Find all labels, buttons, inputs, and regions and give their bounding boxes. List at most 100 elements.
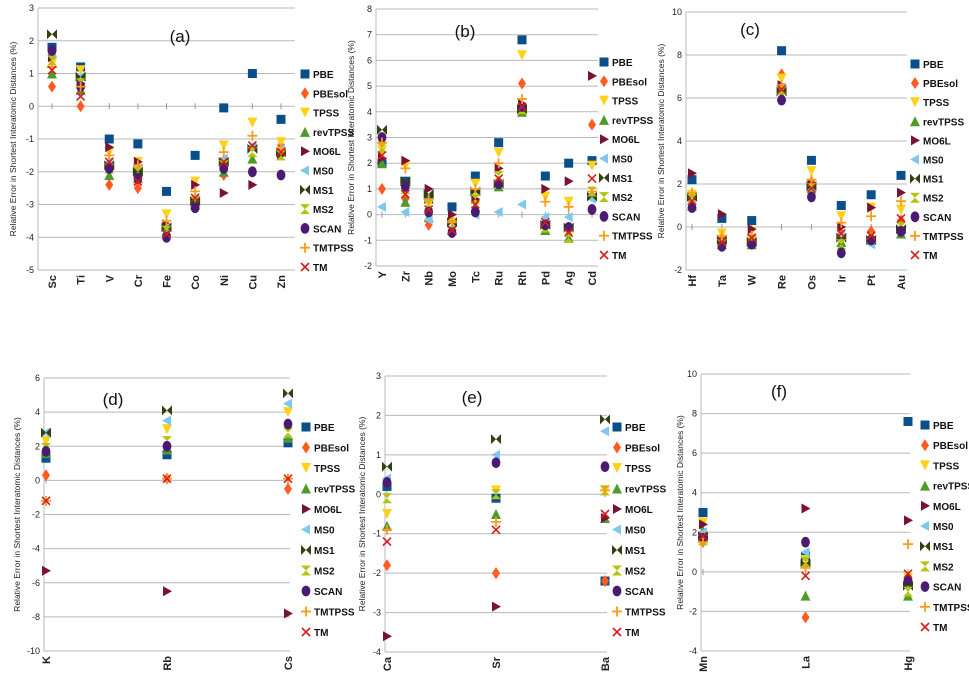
point-b-mo6l-nb [424, 183, 434, 194]
point-f-ms2-hg [903, 586, 913, 597]
point-e-pbesol-ca [383, 559, 391, 572]
point-b-scan-cd [587, 204, 597, 215]
y-tick-f-0: 0 [692, 567, 697, 577]
point-a-ms2-cu [247, 147, 258, 158]
legend-label-e-revtpss: revTPSS [625, 485, 666, 496]
legend-label-f-ms1: MS1 [933, 542, 954, 553]
x-tick-e-ca: Ca [382, 656, 394, 671]
point-b-tm-zr [400, 189, 410, 199]
point-a-ms1-sc [47, 29, 57, 40]
y-tick-f-8: 8 [692, 409, 697, 419]
panel-title-a: (a) [170, 27, 191, 46]
point-b-tmtpss-cd [587, 186, 597, 197]
point-b-ms0-ag [563, 212, 573, 223]
point-a-tpss-ni [218, 140, 229, 151]
point-a-tmtpss-co [190, 186, 201, 197]
y-tick-a-1: 1 [29, 69, 34, 79]
x-tick-b-tc: Tc [470, 271, 482, 283]
point-b-ms1-nb [423, 189, 434, 200]
point-b-tm-tc [470, 199, 480, 209]
legend-marker-b-mo6l [600, 134, 609, 145]
legend-label-e-mo6l: MO6L [625, 505, 653, 516]
point-b-ms0-zr [400, 207, 410, 218]
point-a-tm-cu [247, 140, 257, 151]
point-f-tmtpss-la [800, 562, 811, 573]
legend-marker-d-ms0 [301, 524, 310, 535]
x-tick-a-v: V [104, 274, 116, 282]
legend-label-f-tm: TM [933, 623, 947, 634]
x-tick-f-hg: Hg [903, 656, 915, 671]
point-d-ms2-cs [283, 427, 293, 438]
point-a-tmtpss-v [104, 150, 115, 161]
legend-marker-c-ms2 [910, 192, 920, 203]
legend-f: PBEPBEsolTPSSrevTPSSMO6LMS0MS1MS2SCANTMT… [920, 420, 969, 634]
legend-marker-d-revtpss [301, 483, 311, 494]
x-tick-b-ru: Ru [494, 271, 506, 286]
point-a-mo6l-ni [219, 188, 229, 199]
legend-label-e-pbesol: PBEsol [625, 444, 660, 455]
legend-marker-c-ms1 [910, 173, 920, 184]
legend-marker-e-scan [612, 585, 622, 597]
point-b-ms0-nb [423, 214, 433, 225]
point-c-tpss-ir [836, 211, 847, 222]
point-c-mo6l-ta [717, 209, 727, 220]
point-a-tm-ti [76, 91, 86, 101]
legend-marker-e-pbe [612, 422, 622, 432]
legend-label-c-ms0: MS0 [923, 156, 944, 167]
point-c-mo6l-pt [867, 202, 877, 213]
y-tick-d-2: 2 [35, 441, 40, 451]
point-c-mo6l-w [747, 224, 757, 235]
point-c-tmtpss-au [896, 196, 906, 207]
point-f-tm-mn [698, 531, 708, 541]
x-tick-e-ba: Ba [600, 656, 612, 671]
x-tick-a-fe: Fe [162, 275, 174, 288]
legend-marker-f-pbesol [921, 439, 929, 452]
point-a-tpss-co [190, 176, 201, 187]
y-tick-b--1: -1 [364, 235, 372, 245]
legend-label-d-revtpss: revTPSS [314, 485, 355, 496]
point-d-tpss-k [41, 436, 51, 447]
y-tick-c-6: 6 [677, 93, 682, 103]
legend-label-f-ms2: MS2 [933, 562, 954, 573]
point-b-scan-ru [494, 178, 504, 190]
x-tick-c-hf: Hf [687, 275, 699, 287]
legend-marker-a-mo6l [301, 146, 310, 157]
x-tick-b-nb: Nb [424, 271, 436, 286]
legend-marker-b-pbesol [600, 75, 608, 88]
y-tick-b-6: 6 [367, 55, 372, 65]
legend-marker-a-ms0 [300, 165, 309, 176]
y-axis-label-c: Relative Error in Shortest Interatomic D… [656, 44, 666, 239]
x-tick-d-k: K [41, 656, 53, 664]
point-b-tm-rh [517, 102, 527, 112]
point-b-mo6l-cd [588, 70, 597, 81]
legend-label-c-ms2: MS2 [923, 194, 944, 205]
y-tick-d--4: -4 [32, 544, 40, 554]
legend-marker-c-revtpss [910, 116, 920, 127]
legend-label-f-scan: SCAN [933, 583, 961, 594]
legend-label-f-revtpss: revTPSS [933, 482, 969, 493]
x-tick-b-rh: Rh [517, 271, 529, 286]
point-e-pbesol-ba [601, 575, 609, 588]
legend-marker-c-scan [910, 211, 920, 223]
legend-marker-e-mo6l [613, 504, 622, 514]
point-e-ms1-ca [382, 461, 392, 472]
point-a-ms2-zn [276, 150, 286, 161]
point-a-pbe-fe [162, 186, 171, 196]
point-e-scan-ca [382, 477, 392, 488]
point-b-mo6l-zr [401, 155, 411, 166]
y-axis-label-e: Relative Error in Shortest Interatomic D… [357, 417, 367, 612]
point-d-mo6l-k [42, 565, 51, 576]
legend-label-b-tmtpss: TMTPSS [612, 232, 653, 243]
legend-marker-c-tm [910, 250, 920, 260]
point-b-pbe-tc [470, 171, 480, 181]
panel-title-d: (d) [103, 390, 124, 409]
legend-label-b-revtpss: revTPSS [612, 116, 653, 127]
y-tick-e-1: 1 [376, 450, 381, 460]
legend-label-c-scan: SCAN [923, 213, 951, 224]
point-d-ms1-cs [283, 388, 293, 399]
point-a-tmtpss-ti [75, 81, 86, 92]
panel-e: 3 2 1 0 -1 -2 -3 -4 Relative Error in Shortest I… [357, 371, 666, 671]
point-c-ms2-ir [836, 239, 847, 250]
point-a-mo6l-co [191, 179, 201, 190]
